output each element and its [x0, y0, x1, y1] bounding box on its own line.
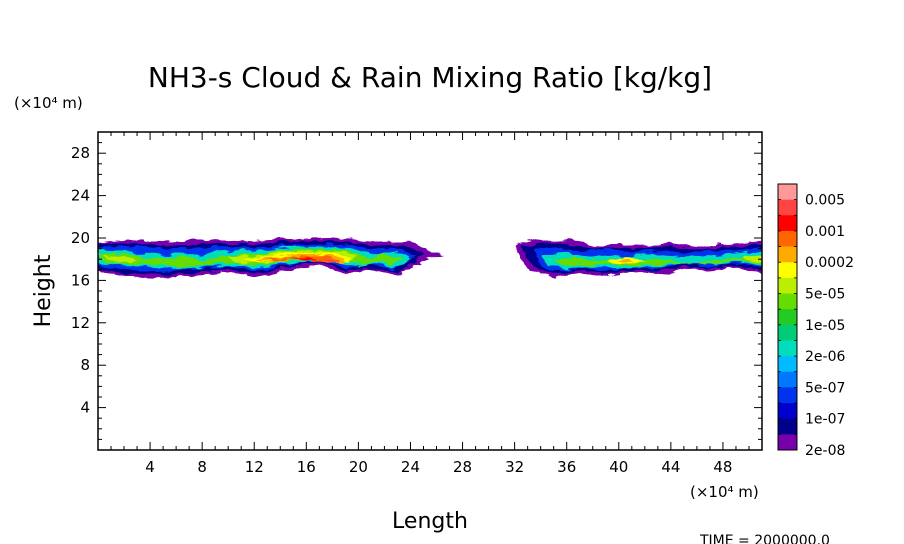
x-tick-label: 44 — [661, 458, 680, 476]
contour-patch — [104, 256, 138, 263]
colorbar-swatch — [778, 215, 797, 232]
plot-area — [98, 238, 762, 279]
colorbar-swatch — [778, 199, 797, 216]
x-axis-ticks: 4 8 12 16 20 24 28 32 36 40 44 48 — [110, 132, 750, 476]
colorbar-swatch — [778, 230, 797, 247]
x-tick-label: 20 — [349, 458, 368, 476]
colorbar-label: 1e-07 — [805, 412, 845, 428]
colorbar-label: 0.0002 — [805, 255, 854, 271]
y-tick-label: 16 — [71, 271, 90, 289]
colorbar-label: 2e-06 — [805, 349, 845, 365]
y-tick-label: 8 — [80, 356, 90, 374]
colorbar-label: 1e-05 — [805, 318, 845, 334]
colorbar-label: 2e-08 — [805, 443, 845, 459]
x-tick-label: 24 — [401, 458, 420, 476]
colorbar-swatch — [778, 184, 797, 200]
x-tick-label: 16 — [297, 458, 316, 476]
plot-frame — [97, 131, 763, 451]
colorbar-frame — [777, 183, 798, 451]
colorbar-swatch — [778, 246, 797, 263]
contour-patch — [286, 257, 317, 261]
x-axis-label: Length — [392, 509, 468, 534]
contour-patch — [323, 258, 335, 262]
x-tick-label: 12 — [245, 458, 264, 476]
colorbar-label: 5e-07 — [805, 380, 845, 396]
y-axis-label: Height — [31, 254, 56, 327]
y-tick-label: 24 — [71, 187, 90, 205]
x-axis-unit: (×10⁴ m) — [690, 483, 759, 501]
x-tick-label: 36 — [557, 458, 576, 476]
contour-patch — [553, 256, 762, 266]
colorbar-label: 0.005 — [805, 193, 845, 209]
colorbar-swatch — [778, 403, 797, 420]
colorbar: 0.005 0.001 0.0002 5e-05 1e-05 2e-06 5e-07 1e-0… — [777, 183, 854, 459]
colorbar-swatch — [778, 309, 797, 326]
contour-patch — [616, 259, 635, 263]
y-axis-unit: (×10⁴ m) — [14, 94, 83, 112]
x-tick-label: 8 — [197, 458, 207, 476]
x-tick-label: 40 — [609, 458, 628, 476]
contour-patch — [381, 257, 398, 264]
colorbar-swatch — [778, 418, 797, 435]
colorbar-swatch — [778, 434, 797, 451]
chart-title: NH3-s Cloud & Rain Mixing Ratio [kg/kg] — [148, 61, 712, 94]
colorbar-swatch — [778, 277, 797, 294]
x-tick-label: 32 — [505, 458, 524, 476]
y-tick-label: 20 — [71, 229, 90, 247]
colorbar-label: 0.001 — [805, 224, 845, 240]
colorbar-swatch — [778, 356, 797, 373]
contour-patch — [742, 256, 762, 263]
colorbar-swatch — [778, 387, 797, 404]
y-tick-label: 12 — [71, 314, 90, 332]
colorbar-swatch — [778, 293, 797, 310]
colorbar-swatch — [778, 371, 797, 388]
x-tick-label: 48 — [713, 458, 732, 476]
y-axis-ticks: 4 8 12 16 20 24 28 — [71, 142, 762, 440]
contour-layer — [98, 238, 762, 279]
colorbar-swatch — [778, 324, 797, 341]
y-tick-label: 4 — [80, 399, 90, 417]
x-tick-label: 28 — [453, 458, 472, 476]
colorbar-label: 5e-05 — [805, 287, 845, 303]
x-tick-label: 4 — [145, 458, 155, 476]
colorbar-swatch — [778, 262, 797, 279]
y-tick-label: 28 — [71, 144, 90, 162]
colorbar-swatch — [778, 340, 797, 357]
time-label: TIME = 2000000.0 — [699, 533, 830, 544]
